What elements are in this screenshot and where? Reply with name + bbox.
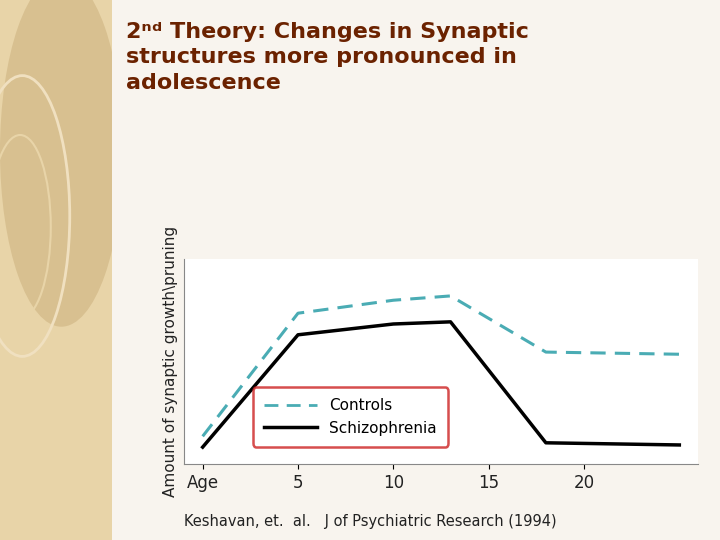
Text: 2ⁿᵈ Theory: Changes in Synaptic
structures more pronounced in
adolescence: 2ⁿᵈ Theory: Changes in Synaptic structur… — [126, 22, 529, 93]
Legend: Controls, Schizophrenia: Controls, Schizophrenia — [253, 388, 448, 447]
Text: Keshavan, et.  al.   J of Psychiatric Research (1994): Keshavan, et. al. J of Psychiatric Resea… — [184, 514, 557, 529]
Y-axis label: Amount of synaptic growth\pruning: Amount of synaptic growth\pruning — [163, 226, 178, 497]
Ellipse shape — [0, 0, 122, 327]
